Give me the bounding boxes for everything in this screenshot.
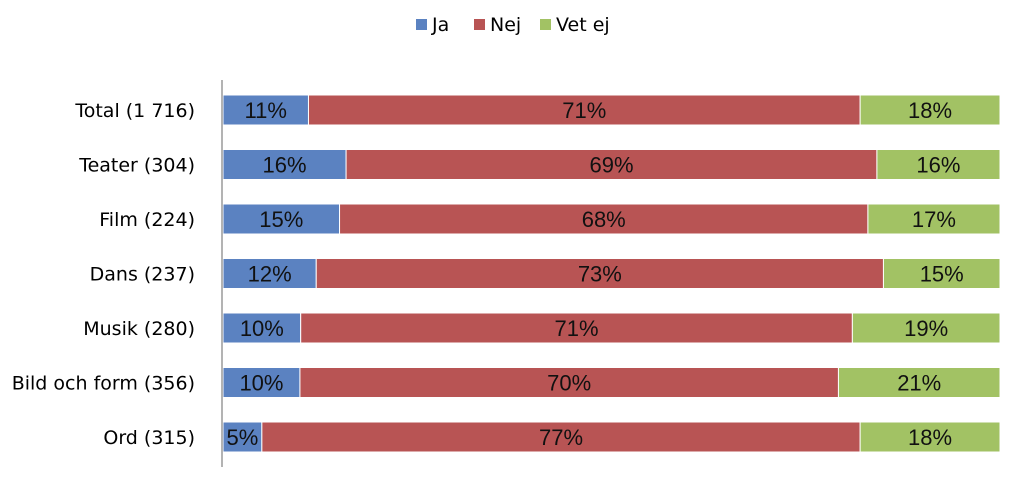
bar-nej-film-224 [339,203,869,235]
bar-vet-ej-film-224 [867,203,1001,235]
data-label-vet-ej: 19% [904,316,948,341]
category-label: Bild och form (356) [12,373,195,395]
bar-ja-ord-315 [222,421,263,453]
data-label-vet-ej: 21% [897,371,941,396]
bar-vet-ej-dans-237 [882,258,1001,289]
bar-vet-ej-bild-och-form-356 [837,367,1001,398]
data-label-nej: 69% [589,153,633,178]
category-label: Ord (315) [103,427,195,449]
bar-nej-ord-315 [261,421,861,453]
data-label-nej: 77% [539,425,583,450]
data-label-vet-ej: 16% [916,153,960,178]
category-label: Musik (280) [83,318,195,340]
bar-ja-musik-280 [222,312,302,344]
bar-ja-total-1-716 [222,94,309,126]
bar-vet-ej-ord-315 [859,421,1001,453]
data-label-vet-ej: 18% [908,98,952,123]
bar-ja-film-224 [222,203,341,235]
data-label-ja: 10% [239,371,283,396]
data-label-ja: 16% [263,153,307,178]
data-label-nej: 68% [582,207,626,232]
bar-ja-bild-och-form-356 [222,367,301,398]
bar-ja-dans-237 [222,258,317,289]
data-label-nej: 73% [578,262,622,287]
legend-label-nej: Nej [490,14,521,36]
data-label-nej: 71% [562,98,606,123]
category-label: Film (224) [99,209,195,231]
legend: Ja Nej Vet ej [416,14,610,36]
category-label: Dans (237) [90,264,195,286]
bar-nej-teater-304 [345,149,878,180]
legend-label-ja: Ja [431,14,449,36]
plot-area: Total (1 716) 11% 71% 18% Teater (304) 16% 69%… [12,94,1001,453]
data-label-ja: 10% [240,316,284,341]
data-label-nej: 71% [555,316,599,341]
bar-vet-ej-teater-304 [876,149,1001,180]
data-label-ja: 5% [227,425,259,450]
bar-vet-ej-total-1-716 [859,94,1001,126]
data-label-vet-ej: 15% [920,262,964,287]
bar-nej-bild-och-form-356 [299,367,839,398]
legend-swatch-nej [474,19,485,30]
bar-vet-ej-musik-280 [851,312,1001,344]
data-label-vet-ej: 18% [908,425,952,450]
category-label: Teater (304) [78,155,195,177]
legend-swatch-ja [416,19,427,30]
legend-label-vet-ej: Vet ej [556,14,610,36]
legend-swatch-vet-ej [540,19,551,30]
bar-nej-musik-280 [300,312,853,344]
bar-nej-total-1-716 [307,94,861,126]
data-label-ja: 15% [259,207,303,232]
data-label-ja: 12% [248,262,292,287]
data-label-nej: 70% [547,371,591,396]
data-label-ja: 11% [245,98,287,123]
data-label-vet-ej: 17% [912,207,956,232]
category-label: Total (1 716) [74,100,195,122]
